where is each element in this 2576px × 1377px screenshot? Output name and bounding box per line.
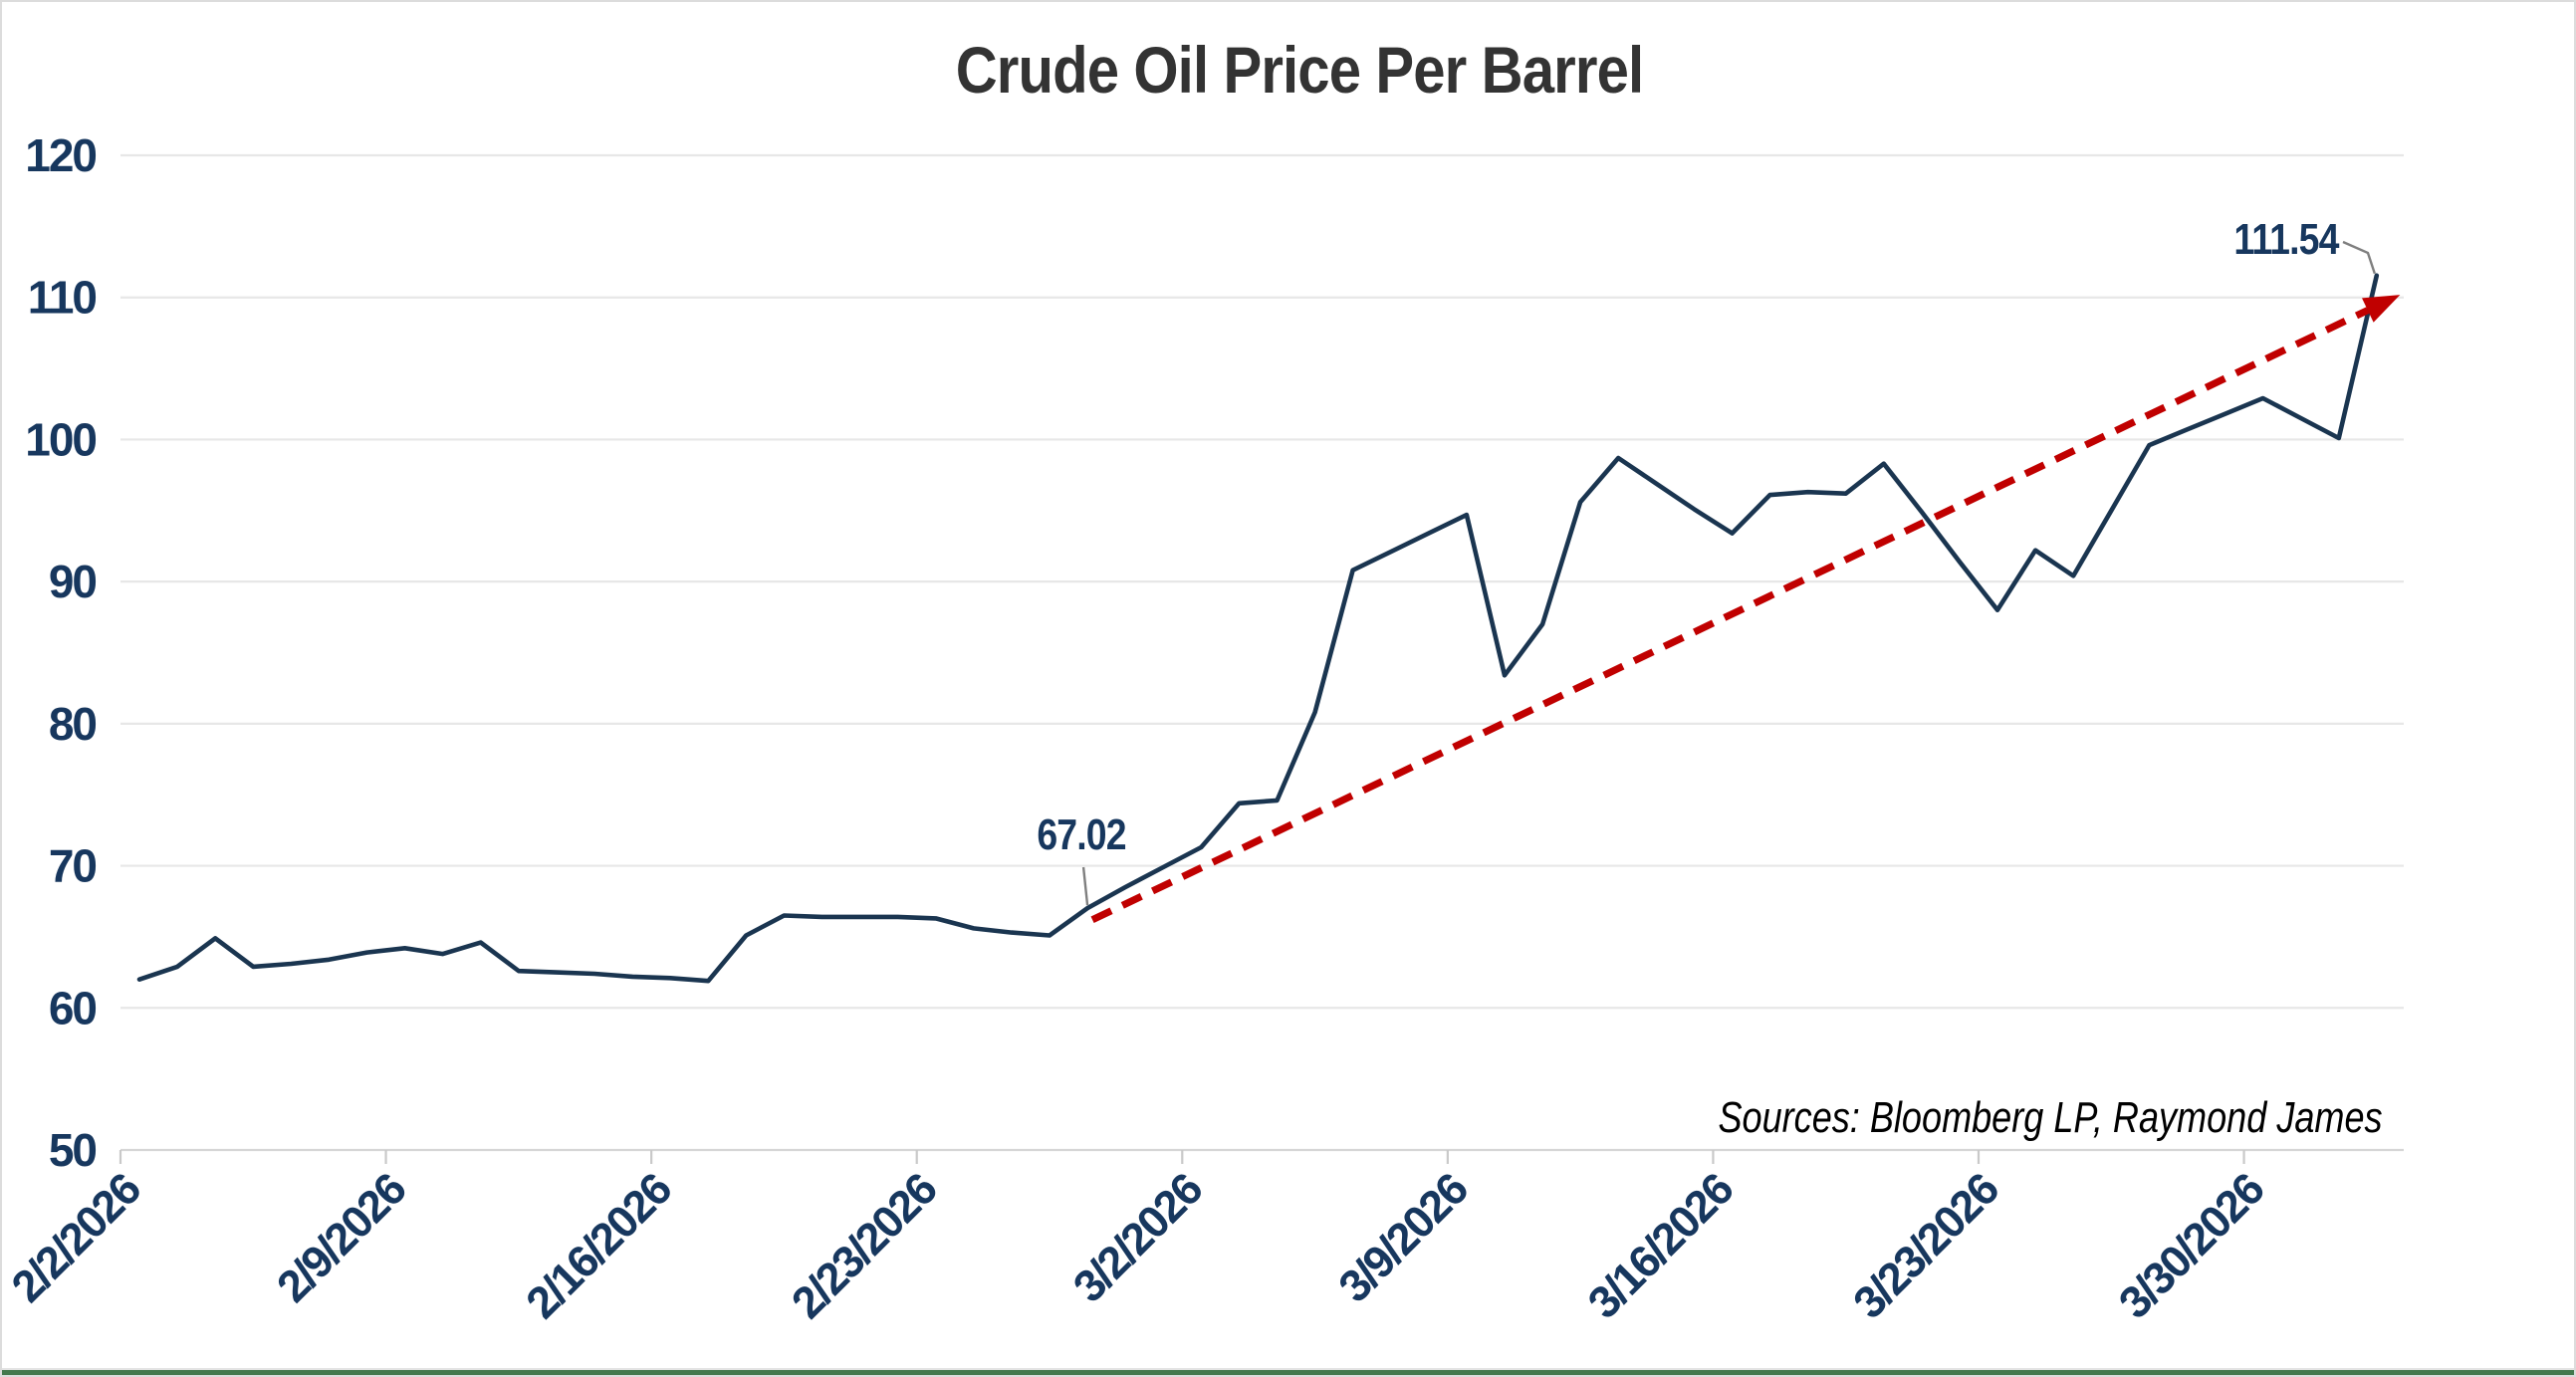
chart-title: Crude Oil Price Per Barrel [955, 33, 1644, 107]
y-axis-label: 90 [49, 556, 97, 607]
window-bottom-edge [2, 1368, 2574, 1375]
x-axis-label: 3/9/2026 [1328, 1163, 1477, 1311]
annotation-leader-end [2342, 240, 2376, 275]
price-series-line [136, 273, 2380, 984]
annotation-end-value: 111.54 [2233, 215, 2339, 264]
trendline-dashed [1090, 307, 2370, 924]
x-axis-label: 2/23/2026 [782, 1163, 947, 1328]
x-axis-label: 2/16/2026 [516, 1163, 681, 1328]
x-axis-label: 3/2/2026 [1063, 1163, 1212, 1311]
y-axis-label: 120 [25, 129, 96, 181]
y-axis-label: 110 [28, 272, 97, 324]
x-axis-label: 2/9/2026 [267, 1163, 415, 1311]
x-axis-label: 3/16/2026 [1578, 1163, 1744, 1328]
sources-note: Sources: Bloomberg LP, Raymond James [1718, 1093, 2383, 1142]
y-axis-label: 80 [49, 698, 97, 750]
x-axis-label: 3/30/2026 [2109, 1163, 2274, 1328]
x-axis-label: 2/2/2026 [2, 1163, 150, 1311]
y-axis-label: 50 [49, 1124, 97, 1176]
annotation-leader-start [1081, 866, 1089, 906]
annotation-start-value: 67.02 [1037, 810, 1126, 859]
y-axis-label: 60 [49, 982, 97, 1033]
x-axis-label: 3/23/2026 [1843, 1163, 2008, 1328]
trendline-arrowhead [2362, 295, 2401, 323]
y-axis-label: 70 [49, 840, 97, 892]
y-axis-label: 100 [25, 413, 96, 465]
